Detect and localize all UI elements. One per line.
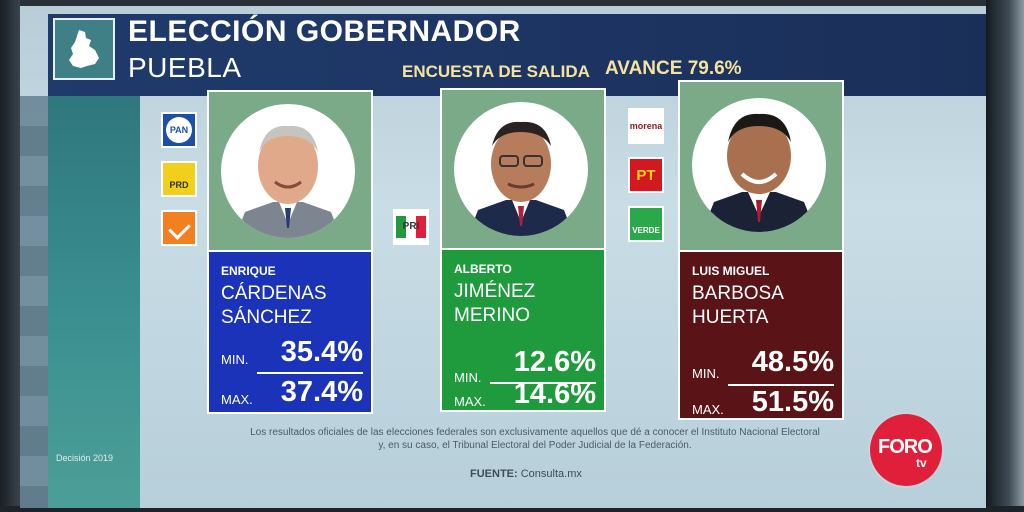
candidate-first-name: ALBERTO <box>454 262 512 276</box>
disclaimer: Los resultados oficiales de las eleccion… <box>205 426 865 452</box>
tv-screen: ELECCIÓN GOBERNADOR PUEBLA ENCUESTA DE S… <box>20 6 986 508</box>
candidate-last-name: CÁRDENAS SÁNCHEZ <box>221 282 327 330</box>
eagle-icon <box>167 216 191 240</box>
pt-logo: PT <box>628 157 664 193</box>
candidate-photo-frame <box>440 88 606 248</box>
exit-poll-label: ENCUESTA DE SALIDA <box>402 62 590 81</box>
disclaimer-line-2: y, en su caso, el Tribunal Electoral del… <box>378 440 692 451</box>
max-value: 51.5% <box>751 386 834 418</box>
candidate-surname-1: BARBOSA <box>692 283 784 304</box>
min-label: MIN. <box>454 370 482 385</box>
source-label: FUENTE: <box>470 468 518 480</box>
verde-logo: VERDE <box>628 206 664 242</box>
divider <box>257 372 363 374</box>
candidate-results: LUIS MIGUEL BARBOSA HUERTA MIN. 48.5% MA… <box>678 250 844 420</box>
pt-label: PT <box>636 166 656 184</box>
pri-label: PRI <box>396 216 426 238</box>
foro-logo-tv: tv <box>916 456 927 470</box>
min-label: MIN. <box>692 366 720 381</box>
min-value: 12.6% <box>513 346 596 378</box>
movimiento-ciudadano-logo <box>161 210 197 246</box>
candidate-surname-2: HUERTA <box>692 307 769 328</box>
foro-logo-text: FORO <box>878 436 933 458</box>
divider <box>490 382 596 384</box>
candidate-last-name: BARBOSA HUERTA <box>692 282 784 330</box>
max-label: MAX. <box>454 394 486 409</box>
pri-logo: PRI <box>393 209 429 245</box>
puebla-map-icon <box>53 18 115 80</box>
max-value: 14.6% <box>513 378 596 410</box>
min-value: 35.4% <box>280 336 363 368</box>
max-value: 37.4% <box>280 376 363 408</box>
candidate-photo <box>454 102 588 236</box>
candidate-first-name: ENRIQUE <box>221 264 276 278</box>
min-label: MIN. <box>221 352 249 367</box>
candidate-photo-frame <box>207 90 373 250</box>
max-label: MAX. <box>221 392 253 407</box>
tv-bezel-left <box>0 0 20 512</box>
left-column <box>48 14 140 508</box>
decision-label: Decisión 2019 <box>56 453 114 463</box>
morena-logo: morena <box>628 108 664 144</box>
candidate-first-name: LUIS MIGUEL <box>692 264 770 278</box>
max-label: MAX. <box>692 402 724 417</box>
tv-bezel-top <box>0 0 1024 8</box>
source-credit: FUENTE: Consulta.mx <box>470 468 582 480</box>
candidate-results: ALBERTO JIMÉNEZ MERINO MIN. 12.6% MAX. 1… <box>440 248 606 412</box>
divider <box>728 384 834 386</box>
candidate-photo <box>221 104 355 238</box>
verde-label: VERDE <box>632 226 660 235</box>
candidate-photo <box>692 98 826 232</box>
candidate-photo-frame <box>678 80 844 250</box>
candidate-results: ENRIQUE CÁRDENAS SÁNCHEZ MIN. 35.4% MAX.… <box>207 250 373 414</box>
min-value: 48.5% <box>751 346 834 378</box>
left-decoration <box>20 96 48 508</box>
candidate-surname-2: MERINO <box>454 305 530 326</box>
prd-label: PRD <box>169 179 189 190</box>
candidate-surname-1: JIMÉNEZ <box>454 281 536 302</box>
prd-logo: PRD <box>161 161 197 197</box>
page-title: ELECCIÓN GOBERNADOR <box>128 15 521 48</box>
foro-tv-logo: FORO tv <box>870 414 942 486</box>
pan-label: PAN <box>166 117 192 143</box>
disclaimer-line-1: Los resultados oficiales de las eleccion… <box>250 427 820 438</box>
tv-bezel-bottom <box>0 506 1024 512</box>
progress-label: AVANCE 79.6% <box>605 58 742 79</box>
tv-bezel-right <box>986 0 1024 512</box>
source-value: Consulta.mx <box>520 468 582 480</box>
state-name: PUEBLA <box>128 52 242 83</box>
morena-label: morena <box>629 120 663 131</box>
candidate-last-name: JIMÉNEZ MERINO <box>454 280 535 328</box>
pan-logo: PAN <box>161 112 197 148</box>
candidate-surname-2: SÁNCHEZ <box>221 307 312 328</box>
candidate-surname-1: CÁRDENAS <box>221 283 327 304</box>
